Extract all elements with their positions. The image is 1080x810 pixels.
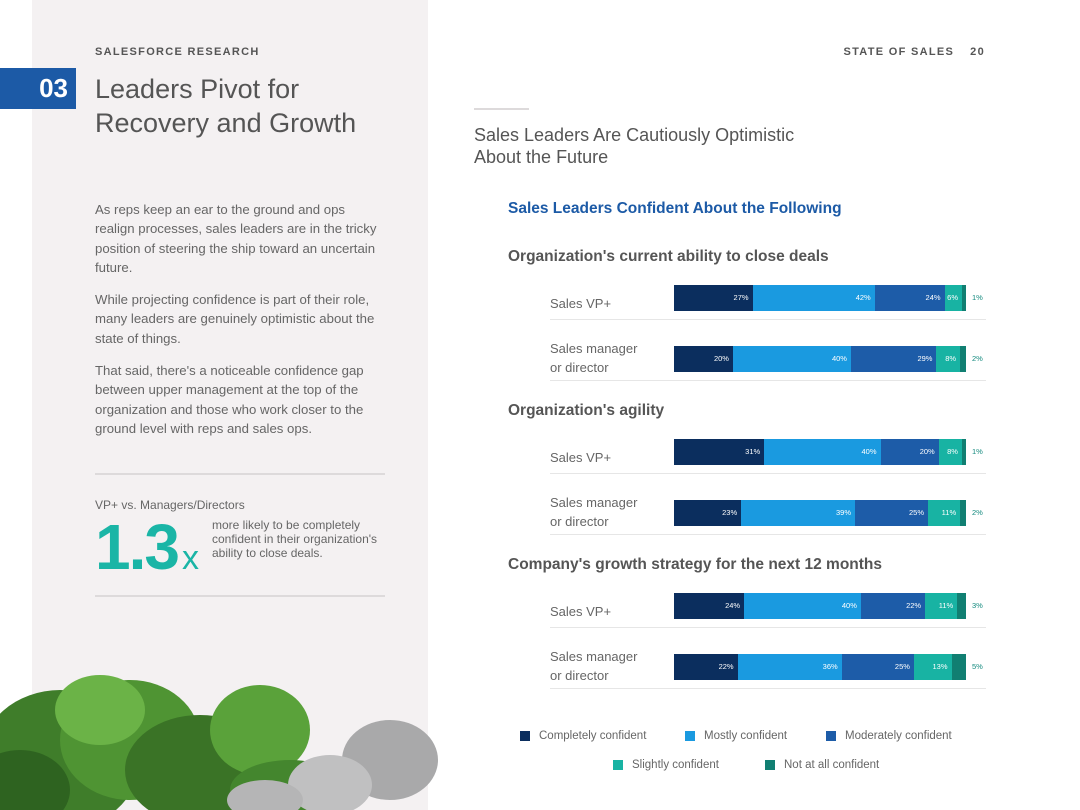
not-confident-label: 1% <box>972 293 983 302</box>
section-title: Leaders Pivot for Recovery and Growth <box>95 72 415 140</box>
stacked-bar: 22% 36% 25% 13% <box>674 654 966 680</box>
bar-segment <box>962 285 967 311</box>
page-heading-line2: About the Future <box>474 147 609 167</box>
legend-swatch <box>765 760 775 770</box>
not-confident-label: 2% <box>972 354 983 363</box>
row-divider <box>550 534 986 535</box>
paragraph: While projecting confidence is part of t… <box>95 292 375 346</box>
bar-segment: 11% <box>928 500 961 526</box>
not-confident-label: 3% <box>972 601 983 610</box>
page-heading: Sales Leaders Are Cautiously Optimistic … <box>474 124 874 168</box>
legend-swatch <box>685 731 695 741</box>
not-confident-label: 1% <box>972 447 983 456</box>
legend-label: Slightly confident <box>632 759 719 771</box>
bar-segment: 40% <box>764 439 881 465</box>
row-divider <box>550 473 986 474</box>
stacked-bar: 20% 40% 29% 8% <box>674 346 966 372</box>
body-text: As reps keep an ear to the ground and op… <box>95 200 385 451</box>
legend-swatch <box>613 760 623 770</box>
legend-item: Not at all confident <box>765 759 879 771</box>
stat-description: more likely to be completely confident i… <box>212 518 378 560</box>
bar-segment <box>960 500 966 526</box>
bar-segment: 8% <box>936 346 961 372</box>
row-divider <box>550 688 986 689</box>
row-label: Sales manager or director <box>550 495 638 529</box>
bar-segment: 39% <box>741 500 856 526</box>
rocks <box>227 720 438 810</box>
bar-segment: 29% <box>850 346 937 372</box>
bar-segment: 22% <box>674 654 738 680</box>
row-divider <box>550 380 986 381</box>
bar-segment: 24% <box>674 593 745 619</box>
bar-segment <box>960 346 966 372</box>
bar-segment: 27% <box>674 285 753 311</box>
legend-label: Mostly confident <box>704 730 788 742</box>
bar-segment: 22% <box>860 593 926 619</box>
legend-item: Mostly confident <box>685 730 787 742</box>
group-title: Organization's agility <box>508 402 665 419</box>
section-title-line2: Recovery and Growth <box>95 108 357 138</box>
stat-value: 1.3 <box>95 511 180 583</box>
divider <box>474 108 529 110</box>
report-name: STATE OF SALES <box>843 46 955 58</box>
section-title-line1: Leaders Pivot for <box>95 74 300 104</box>
left-panel <box>32 0 428 810</box>
bar-segment: 40% <box>732 346 851 372</box>
bush-illustration <box>0 675 438 810</box>
report-header: STATE OF SALES 20 <box>843 46 985 58</box>
bar-segment: 25% <box>855 500 929 526</box>
bar-segment: 20% <box>674 346 733 372</box>
paragraph: That said, there's a noticeable confiden… <box>95 363 364 436</box>
bar-segment: 36% <box>737 654 842 680</box>
row-label: Sales VP+ <box>550 296 612 311</box>
legend-item: Completely confident <box>520 730 646 742</box>
bar-segment <box>951 654 966 680</box>
legend-label: Moderately confident <box>845 730 952 742</box>
paragraph: As reps keep an ear to the ground and op… <box>95 202 377 275</box>
stacked-bar: 31% 40% 20% 8% <box>674 439 966 465</box>
row-label: Sales manager or director <box>550 341 638 375</box>
bar-segment: 42% <box>752 285 875 311</box>
legend-label: Not at all confident <box>784 759 880 771</box>
not-confident-label: 2% <box>972 508 983 517</box>
bar-segment: 20% <box>880 439 939 465</box>
bar-segment: 25% <box>841 654 914 680</box>
row-divider <box>550 627 986 628</box>
legend-swatch <box>826 731 836 741</box>
bar-segment <box>961 439 966 465</box>
group-title: Company's growth strategy for the next 1… <box>508 556 883 573</box>
stat-label: VP+ vs. Managers/Directors <box>95 498 245 512</box>
stacked-bar: 27% 42% 24% 6% <box>674 285 967 311</box>
bar-segment: 11% <box>925 593 958 619</box>
page-number: 20 <box>970 46 985 58</box>
legend-label: Completely confident <box>539 730 647 742</box>
bar-segment: 24% <box>874 285 945 311</box>
row-divider <box>550 319 986 320</box>
stat-suffix: x <box>182 539 199 577</box>
bar-segment: 6% <box>944 285 963 311</box>
row-label: Sales VP+ <box>550 604 612 619</box>
not-confident-label: 5% <box>972 662 983 671</box>
stacked-bar: 24% 40% 22% 11% <box>674 593 966 619</box>
divider <box>95 595 385 597</box>
divider <box>95 473 385 475</box>
kicker-label: SALESFORCE RESEARCH <box>95 46 260 58</box>
bar-segment: 13% <box>913 654 952 680</box>
row-label: Sales VP+ <box>550 450 612 465</box>
legend-item: Moderately confident <box>826 730 952 742</box>
legend-swatch <box>520 731 530 741</box>
bar-segment: 23% <box>674 500 742 526</box>
bar-segment: 31% <box>674 439 765 465</box>
row-label: Sales manager or director <box>550 649 638 683</box>
page-heading-line1: Sales Leaders Are Cautiously Optimistic <box>474 125 795 145</box>
stacked-bar: 23% 39% 25% 11% <box>674 500 966 526</box>
section-number-badge: 03 <box>0 68 76 109</box>
chart-title: Sales Leaders Confident About the Follow… <box>508 200 842 217</box>
legend-item: Slightly confident <box>613 759 719 771</box>
bar-segment <box>957 593 966 619</box>
group-title: Organization's current ability to close … <box>508 248 829 265</box>
bar-segment: 40% <box>744 593 861 619</box>
bar-segment: 8% <box>938 439 962 465</box>
